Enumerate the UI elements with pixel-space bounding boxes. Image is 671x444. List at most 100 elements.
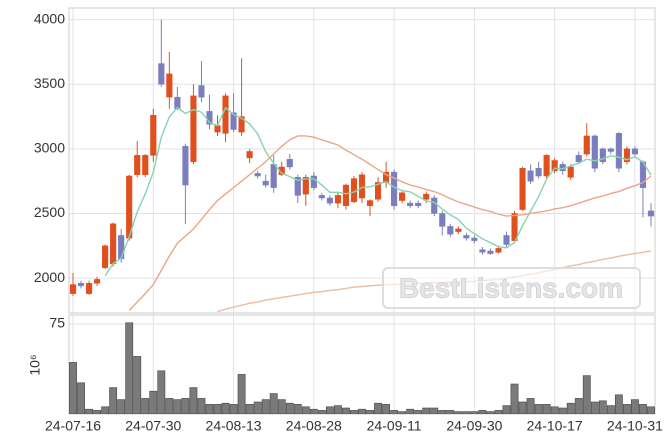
volume-bar [430, 407, 439, 414]
candle-body [238, 116, 245, 133]
watermark: BestListens.com [382, 267, 641, 309]
candle-body [519, 168, 526, 210]
candle-body [374, 182, 382, 200]
candle-body [358, 174, 366, 199]
candle-body [583, 135, 590, 155]
candle-body [471, 237, 478, 241]
volume-bar [438, 410, 447, 414]
volume-bar [446, 410, 455, 414]
candle-body [214, 125, 221, 133]
volume-bar [598, 400, 607, 414]
x-tick-label: 24-10-31 [607, 418, 663, 434]
candle-body [310, 175, 317, 188]
watermark-text: BestListens.com [399, 272, 623, 303]
volume-bar [582, 375, 591, 414]
volume-bar [213, 404, 222, 414]
candle-body [591, 135, 598, 169]
y-tick-label: 3000 [34, 140, 65, 156]
price-series [69, 19, 655, 313]
candle-body [302, 177, 309, 195]
volume-bar [366, 410, 374, 414]
volume-bar [574, 398, 583, 414]
moving-average-line [104, 106, 652, 277]
y-tick-label: 2500 [34, 204, 65, 220]
volume-bar [622, 404, 631, 414]
volume-bar [301, 406, 310, 414]
volume-bar [470, 411, 479, 414]
volume-bar [526, 398, 535, 414]
volume-bar [141, 398, 150, 414]
volume-bar [149, 390, 158, 414]
volume-bar [229, 404, 238, 414]
volume-bar [639, 404, 647, 414]
volume-bar [237, 374, 246, 414]
volume-bar [197, 398, 206, 414]
candle-body [447, 226, 454, 235]
volume-bar [510, 383, 519, 414]
candle-body [110, 223, 117, 265]
moving-average-line [128, 135, 652, 311]
candle-body [246, 151, 253, 159]
candle-body [334, 195, 341, 204]
candle-body [535, 168, 542, 177]
volume-bar [390, 410, 399, 414]
candle-body [294, 177, 301, 196]
volume-bar [77, 382, 85, 414]
candle-body [575, 155, 582, 163]
x-tick-label: 24-07-16 [45, 418, 101, 434]
candle-body [222, 95, 229, 134]
volume-bar [550, 406, 559, 414]
volume-bar [245, 404, 254, 414]
volume-bar [358, 408, 366, 414]
volume-bar [494, 410, 503, 414]
candle-body [431, 197, 438, 214]
volume-bar [486, 411, 495, 414]
candle-body [623, 148, 630, 163]
volume-bar [117, 399, 126, 414]
volume-bar [502, 405, 511, 414]
candle-body [439, 213, 446, 227]
candle-body [366, 200, 374, 206]
candle-body [607, 148, 614, 152]
volume-bar [647, 406, 655, 414]
volume-bar [342, 407, 350, 414]
volume-bar [398, 411, 407, 414]
candle-body [142, 155, 149, 175]
candle-body [399, 192, 406, 201]
candle-body [326, 197, 333, 204]
candle-body [631, 148, 638, 155]
candle-body [318, 195, 325, 199]
volume-bar [566, 402, 575, 414]
candle-body [174, 96, 181, 110]
candle-body [86, 283, 93, 294]
y-tick-label: 4000 [34, 10, 65, 26]
volume-bar [173, 399, 182, 414]
volume-bar [406, 408, 415, 414]
candle-body [615, 133, 622, 169]
x-tick-label: 24-07-30 [125, 418, 181, 434]
candle-body [190, 95, 197, 163]
volume-bar [221, 402, 230, 414]
x-tick-label: 24-10-17 [527, 418, 583, 434]
volume-bar [309, 408, 318, 414]
volume-bar [542, 404, 551, 414]
x-tick-label: 24-08-28 [286, 418, 342, 434]
volume-bar [631, 399, 639, 414]
candle-body [150, 115, 157, 156]
price-panel [68, 7, 656, 314]
volume-bar [205, 404, 214, 414]
candle-body [69, 284, 77, 294]
x-tick-label: 24-08-13 [206, 418, 262, 434]
volume-bar [277, 399, 286, 414]
candle-body [647, 210, 655, 217]
candle-body [102, 245, 109, 269]
volume-bar [101, 406, 110, 414]
candle-body [166, 73, 173, 98]
candle-body [503, 235, 510, 245]
volume-bar [93, 410, 102, 414]
candle-body [487, 250, 494, 254]
candle-body [134, 155, 141, 175]
x-tick-label: 24-09-30 [446, 418, 502, 434]
volume-bar [125, 322, 134, 414]
